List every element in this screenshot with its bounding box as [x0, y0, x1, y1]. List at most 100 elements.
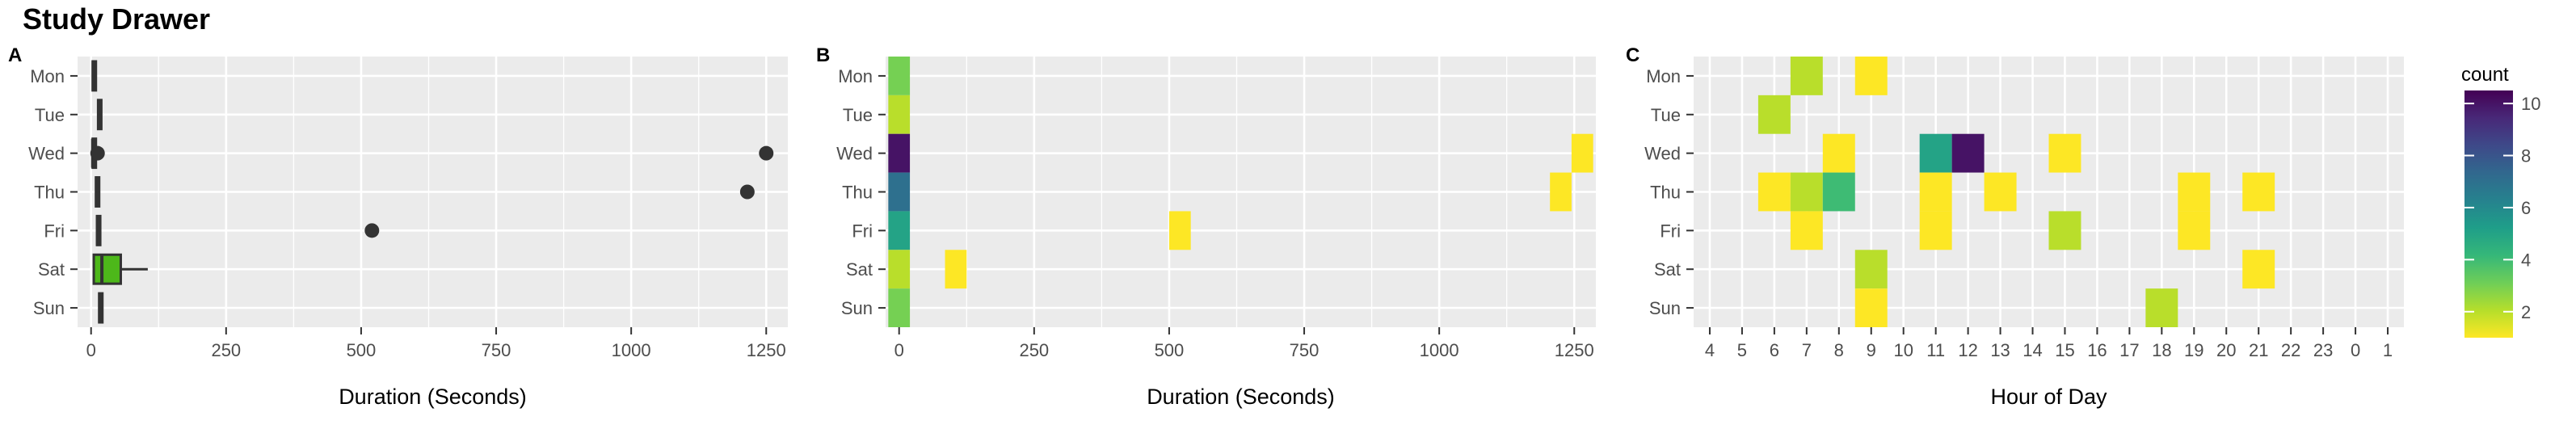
- figure-title: Study Drawer: [23, 2, 210, 36]
- panel-b: B Mon Tue Wed Thu Fri Sat Sun 0 250 500 750 1000 1250…: [816, 44, 1596, 409]
- x-tick-label: 5: [1737, 340, 1747, 360]
- heatmap-cell: [1919, 172, 1952, 212]
- x-tick-label: 750: [1290, 340, 1320, 360]
- y-tick-label: Thu: [34, 183, 65, 203]
- colorbar-tick-label: 6: [2521, 198, 2531, 218]
- y-tick-label: Thu: [1650, 183, 1681, 203]
- panel-label: C: [1626, 44, 1639, 66]
- x-tick-label: 4: [1705, 340, 1715, 360]
- heatmap-cell: [1854, 250, 1888, 289]
- colorbar-tick-label: 8: [2521, 146, 2531, 166]
- y-tick-label: Sat: [846, 259, 873, 280]
- heatmap-cell: [2242, 172, 2275, 212]
- heatmap-cell: [1919, 133, 1952, 173]
- y-tick-label: Mon: [1646, 66, 1681, 86]
- y-tick-label: Fri: [852, 221, 873, 241]
- heatmap-cell: [1822, 172, 1855, 212]
- outlier-point: [364, 223, 380, 238]
- heatmap-cell: [2178, 172, 2211, 212]
- heatmap-cell: [1790, 172, 1823, 212]
- x-tick-label: 19: [2184, 340, 2203, 360]
- x-axis-title: Hour of Day: [1990, 385, 2107, 409]
- panel-a: A Mon Tue Wed Thu Fri Sat Sun 0 250 500 750 1000 1250…: [8, 44, 788, 409]
- panel-label: B: [816, 44, 830, 66]
- heatmap-cell: [1790, 57, 1823, 95]
- box-iqr: [92, 253, 122, 285]
- y-tick-label: Tue: [35, 105, 65, 125]
- y-tick-label: Wed: [836, 144, 873, 164]
- heatmap-cell: [888, 172, 911, 212]
- x-tick-label: 750: [482, 340, 511, 360]
- x-tick-label: 0: [894, 340, 904, 360]
- x-tick-label: 23: [2313, 340, 2333, 360]
- x-tick-label: 17: [2119, 340, 2139, 360]
- x-tick-label: 13: [1990, 340, 2010, 360]
- x-tick-label: 6: [1770, 340, 1779, 360]
- y-tick-label: Thu: [842, 183, 873, 203]
- x-tick-label: 250: [211, 340, 241, 360]
- x-tick-label: 18: [2152, 340, 2171, 360]
- x-tick-label: 11: [1926, 340, 1945, 360]
- y-tick-label: Tue: [843, 105, 873, 125]
- x-tick-label: 1250: [1555, 340, 1594, 360]
- heatmap-cell: [1550, 172, 1572, 212]
- x-tick-label: 1: [2383, 340, 2393, 360]
- outlier-point: [759, 145, 774, 161]
- panel-label: A: [8, 44, 22, 66]
- colorbar-tick-label: 2: [2521, 302, 2531, 322]
- colorbar-tick-label: 4: [2521, 250, 2531, 270]
- heatmap-cell: [888, 95, 911, 134]
- x-tick-label: 7: [1802, 340, 1812, 360]
- heatmap-cell: [945, 250, 967, 289]
- y-tick-label: Fri: [44, 221, 65, 241]
- box-thu: [95, 176, 101, 208]
- outlier-point: [739, 184, 755, 200]
- colorbar: [2464, 90, 2513, 338]
- heatmap-cell: [1951, 133, 1985, 173]
- x-tick-label: 500: [347, 340, 377, 360]
- y-tick-label: Wed: [28, 144, 65, 164]
- x-tick-label: 10: [1893, 340, 1913, 360]
- x-tick-label: 9: [1867, 340, 1876, 360]
- y-tick-label: Wed: [1644, 144, 1681, 164]
- heatmap-cell: [1854, 57, 1888, 95]
- x-tick-label: 250: [1019, 340, 1049, 360]
- legend: count 2 4 6 8 10: [2461, 64, 2540, 338]
- heatmap-cell: [2242, 250, 2275, 289]
- box-sat: [92, 253, 148, 285]
- x-tick-label: 8: [1834, 340, 1844, 360]
- x-tick-label: 21: [2249, 340, 2268, 360]
- x-tick-label: 14: [2022, 340, 2042, 360]
- heatmap-cell: [888, 288, 911, 327]
- x-tick-label: 1000: [612, 340, 651, 360]
- heatmap-cell: [2178, 211, 2211, 250]
- heatmap-cell: [1757, 172, 1791, 212]
- x-tick-label: 15: [2055, 340, 2074, 360]
- box-tue: [96, 99, 103, 131]
- y-tick-label: Sun: [1649, 298, 1681, 318]
- x-tick-label: 500: [1155, 340, 1185, 360]
- x-tick-label: 0: [2351, 340, 2360, 360]
- y-tick-label: Sun: [33, 298, 65, 318]
- y-tick-label: Fri: [1660, 221, 1681, 241]
- y-tick-label: Sat: [1654, 259, 1681, 280]
- box-sun: [98, 292, 104, 324]
- heatmap-cell: [888, 57, 911, 95]
- x-tick-label: 20: [2216, 340, 2236, 360]
- heatmap-cell: [888, 211, 911, 250]
- heatmap-cell: [1571, 133, 1593, 173]
- heatmap-cell: [1984, 172, 2017, 212]
- y-tick-label: Mon: [30, 66, 65, 86]
- heatmap-cell: [2048, 133, 2081, 173]
- box-mon: [91, 60, 98, 92]
- x-tick-label: 1250: [747, 340, 786, 360]
- heatmap-cell: [1854, 288, 1888, 327]
- heatmap-cell: [1757, 95, 1791, 134]
- x-tick-label: 16: [2087, 340, 2107, 360]
- heatmap-cell: [1168, 211, 1191, 250]
- x-tick-label: 12: [1958, 340, 1977, 360]
- legend-title: count: [2461, 64, 2509, 86]
- y-tick-label: Sat: [38, 259, 65, 280]
